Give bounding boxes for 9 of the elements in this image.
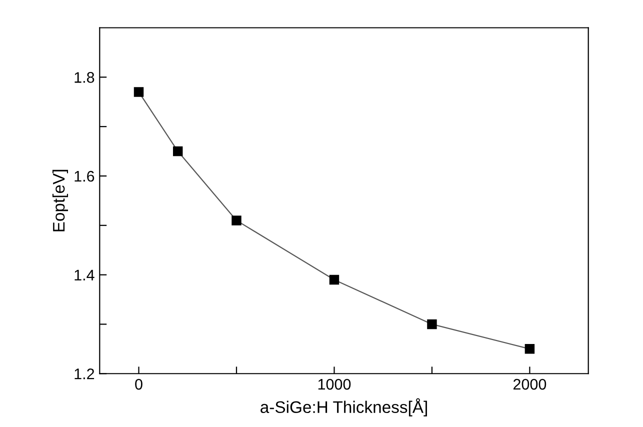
y-axis-title: Eopt[eV]	[52, 170, 68, 232]
x-tick-label: 2000	[513, 378, 546, 390]
y-tick-label: 1.8	[74, 72, 94, 83]
y-tick-label: 1.6	[74, 170, 94, 182]
x-axis-title: a-SiGe:H Thickness[Å]	[260, 398, 427, 416]
y-tick-label: 1.4	[74, 270, 94, 280]
x-tick-label: 1000	[318, 378, 351, 390]
x-tick-label: 0	[135, 378, 142, 390]
y-tick-label: 1.2	[74, 368, 94, 380]
